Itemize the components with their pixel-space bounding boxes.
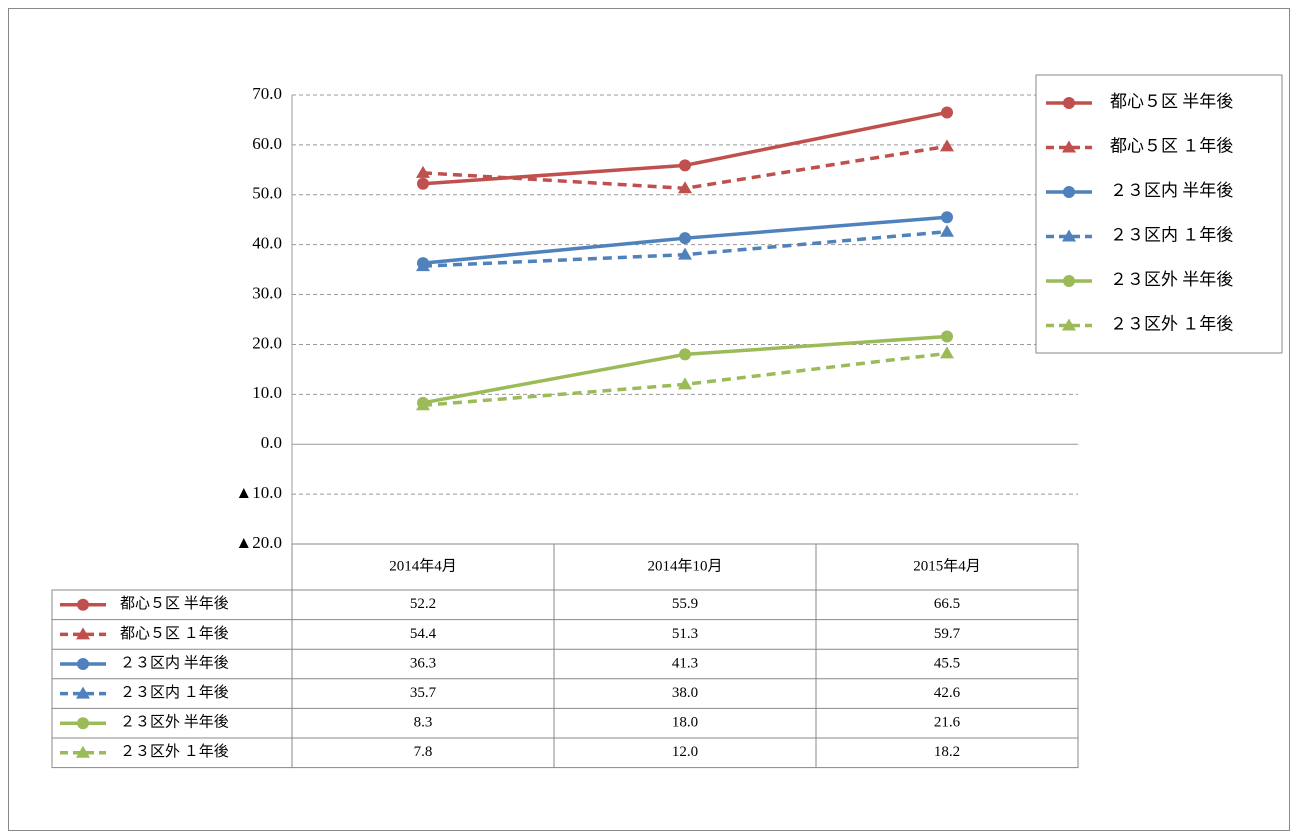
legend-marker: [1063, 186, 1075, 198]
data-point: [678, 181, 692, 194]
y-tick-label: 20.0: [252, 333, 282, 352]
legend-marker: [1063, 275, 1075, 287]
data-point: [678, 247, 692, 260]
legend-marker: [1062, 318, 1076, 331]
y-tick-label: ▲10.0: [235, 483, 282, 502]
legend-marker: [1062, 229, 1076, 242]
table-series-name: ２３区内 半年後: [120, 654, 229, 671]
legend-label: ２３区内 半年後: [1110, 181, 1233, 200]
y-tick-label: 50.0: [252, 184, 282, 203]
table-series-name: 都心５区 １年後: [120, 625, 229, 642]
table-legend-marker: [77, 598, 89, 611]
legend-label: 都心５区 半年後: [1110, 92, 1233, 111]
table-value: 8.3: [414, 715, 433, 731]
legend-label: ２３区外 １年後: [1110, 314, 1233, 333]
data-point: [417, 177, 429, 190]
table-series-name: 都心５区 半年後: [120, 595, 229, 612]
x-tick-label: 2014年4月: [389, 557, 457, 574]
table-legend-marker: [76, 627, 90, 640]
table-value: 52.2: [410, 596, 436, 612]
table-value: 51.3: [672, 626, 698, 642]
x-tick-label: 2014年10月: [647, 557, 722, 574]
table-value: 38.0: [672, 685, 698, 701]
x-tick-label: 2015年4月: [913, 557, 981, 574]
table-value: 66.5: [934, 596, 960, 612]
table-legend-marker: [77, 658, 89, 670]
legend-frame: [1035, 74, 1283, 354]
legend-label: ２３区外 半年後: [1110, 270, 1233, 289]
legend-marker: [1062, 140, 1076, 153]
y-tick-label: 10.0: [252, 383, 282, 402]
data-point: [678, 377, 692, 390]
data-point: [940, 224, 954, 237]
table-legend-marker: [76, 745, 90, 758]
y-tick-label: 70.0: [252, 84, 282, 103]
y-tick-label: 0.0: [261, 433, 282, 452]
data-point: [416, 259, 430, 272]
data-point: [941, 330, 953, 343]
table-header-frame: [291, 543, 1079, 769]
table-value: 36.3: [410, 655, 436, 671]
legend-marker: [1063, 97, 1075, 109]
table-value: 7.8: [414, 744, 433, 760]
y-tick-label: 60.0: [252, 134, 282, 153]
y-tick-label: 40.0: [252, 234, 282, 253]
data-point: [416, 398, 430, 411]
data-point: [940, 346, 954, 359]
table-value: 35.7: [410, 685, 437, 701]
table-series-name: ２３区外 １年後: [120, 743, 229, 760]
table-legend-marker: [77, 717, 89, 730]
legend-label: ２３区内 １年後: [1110, 225, 1233, 244]
data-point: [940, 139, 954, 152]
y-tick-label: 30.0: [252, 283, 282, 302]
data-point: [941, 211, 953, 224]
table-value: 45.5: [934, 655, 960, 671]
data-point: [679, 232, 691, 245]
table-series-name: ２３区内 １年後: [120, 684, 229, 701]
table-series-name: ２３区外 半年後: [120, 714, 229, 731]
table-value: 12.0: [672, 744, 698, 760]
data-point: [679, 348, 691, 361]
data-point: [941, 106, 953, 119]
table-value: 54.4: [410, 626, 437, 642]
table-value: 59.7: [934, 626, 961, 642]
data-point: [679, 159, 691, 172]
table-value: 42.6: [934, 685, 961, 701]
table-value: 21.6: [934, 715, 961, 731]
table-value: 18.0: [672, 715, 698, 731]
table-value: 41.3: [672, 655, 698, 671]
y-tick-label: ▲20.0: [235, 533, 282, 552]
table-value: 18.2: [934, 744, 960, 760]
table-value: 55.9: [672, 596, 698, 612]
table-legend-marker: [76, 686, 90, 699]
legend-label: 都心５区 １年後: [1110, 136, 1233, 155]
data-point: [416, 165, 430, 178]
